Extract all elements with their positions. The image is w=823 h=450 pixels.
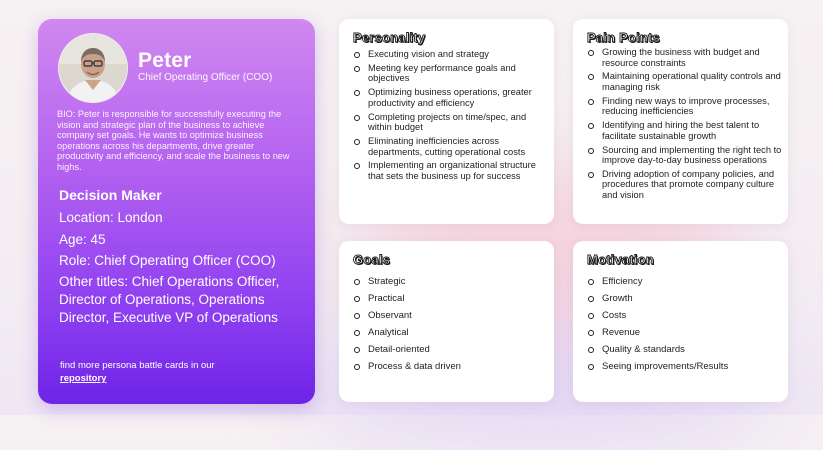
persona-age: Age: 45 (59, 232, 106, 247)
persona-title: Chief Operating Officer (COO) (138, 72, 273, 83)
motivation-card: Motivation Efficiency Growth Costs Reven… (573, 241, 788, 402)
list-item: Eliminating inefficiencies across depart… (352, 136, 547, 157)
list-item: Maintaining operational quality controls… (586, 71, 782, 92)
personality-heading: Personality (353, 30, 426, 46)
personality-card: Personality Executing vision and strateg… (339, 19, 554, 224)
repository-note: find more persona battle cards in our (60, 360, 215, 371)
list-item: Identifying and hiring the best talent t… (586, 120, 782, 141)
persona-location: Location: London (59, 210, 163, 225)
list-item: Driving adoption of company policies, an… (586, 169, 782, 201)
list-item: Executing vision and strategy (352, 49, 547, 60)
list-item: Efficiency (586, 276, 781, 287)
list-item: Growth (586, 293, 781, 304)
pain-points-card: Pain Points Growing the business with bu… (573, 19, 788, 224)
persona-other-titles: Other titles: Chief Operations Officer, … (59, 274, 280, 325)
list-item: Process & data driven (352, 361, 547, 372)
list-item: Optimizing business operations, greater … (352, 87, 547, 108)
goals-card: Goals Strategic Practical Observant Anal… (339, 241, 554, 402)
person-photo-icon (59, 34, 127, 102)
list-item: Sourcing and implementing the right tech… (586, 145, 782, 166)
persona-role: Role: Chief Operating Officer (COO) (59, 253, 276, 268)
repository-link[interactable]: repository (60, 373, 107, 384)
persona-name: Peter (138, 49, 192, 72)
goals-list: Strategic Practical Observant Analytical… (352, 276, 547, 378)
pain-points-list: Growing the business with budget and res… (586, 47, 782, 204)
list-item: Completing projects on time/spec, and wi… (352, 112, 547, 133)
list-item: Detail-oriented (352, 344, 547, 355)
list-item: Observant (352, 310, 547, 321)
list-item: Revenue (586, 327, 781, 338)
list-item: Seeing improvements/Results (586, 361, 781, 372)
avatar (58, 33, 128, 103)
list-item: Costs (586, 310, 781, 321)
list-item: Implementing an organizational structure… (352, 160, 547, 181)
pain-points-heading: Pain Points (587, 30, 661, 46)
motivation-list: Efficiency Growth Costs Revenue Quality … (586, 276, 781, 378)
persona-card: Peter Chief Operating Officer (COO) BIO:… (38, 19, 315, 404)
persona-bio: BIO: Peter is responsible for successful… (57, 109, 290, 172)
list-item: Quality & standards (586, 344, 781, 355)
personality-list: Executing vision and strategy Meeting ke… (352, 49, 547, 185)
decision-maker-label: Decision Maker (59, 187, 162, 203)
motivation-heading: Motivation (587, 252, 655, 268)
list-item: Practical (352, 293, 547, 304)
goals-heading: Goals (353, 252, 391, 268)
list-item: Analytical (352, 327, 547, 338)
list-item: Growing the business with budget and res… (586, 47, 782, 68)
list-item: Finding new ways to improve processes, r… (586, 96, 782, 117)
list-item: Meeting key performance goals and object… (352, 63, 547, 84)
list-item: Strategic (352, 276, 547, 287)
